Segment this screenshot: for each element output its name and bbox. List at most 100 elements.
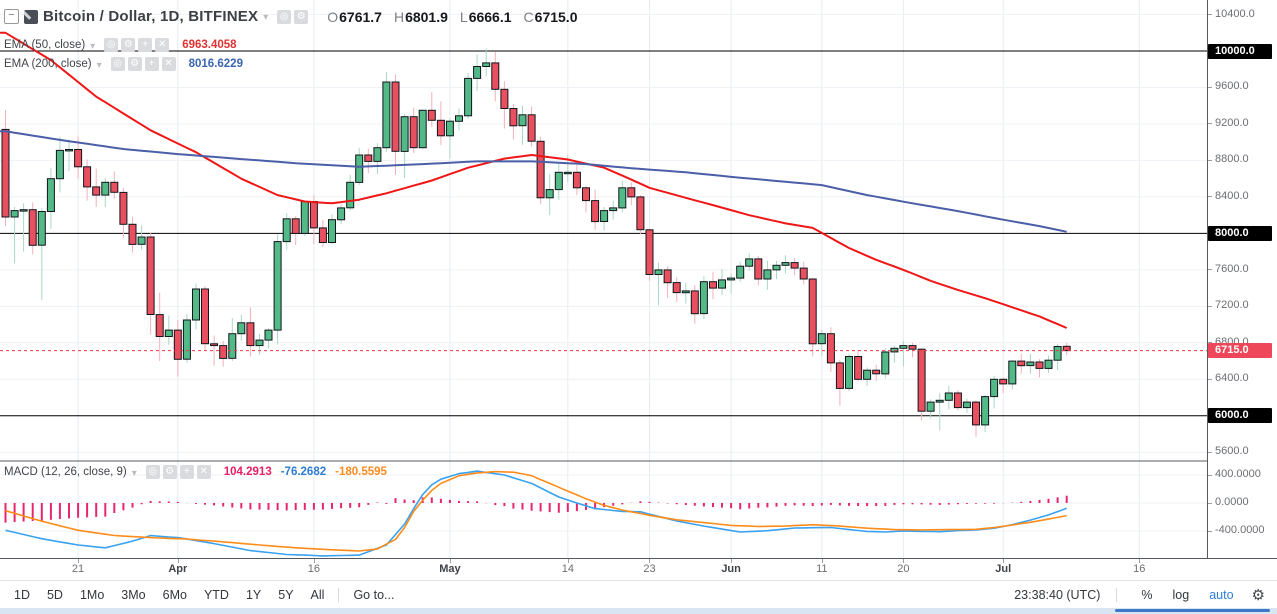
symbol-legend: − Bitcoin / Dollar, 1D, BITFINEX ▾ ◎ ⚙ O6… [4, 8, 577, 25]
eye-icon[interactable]: ◎ [145, 465, 160, 479]
candle [445, 118, 454, 159]
candle [709, 271, 717, 300]
gear-icon[interactable]: ⚙ [1251, 587, 1265, 604]
candle [763, 260, 772, 290]
collapse-pane-icon[interactable]: − [4, 9, 19, 24]
candle [999, 377, 1008, 393]
time-axis-label: 14 [561, 563, 574, 575]
candle [1017, 353, 1026, 374]
range-button-3mo[interactable]: 3Mo [121, 588, 146, 602]
gear-icon[interactable]: ⚙ [121, 38, 136, 52]
macd-hist-value: 104.2913 [223, 466, 272, 478]
time-tick [821, 559, 823, 563]
range-button-all[interactable]: All [310, 588, 325, 602]
price-level-badge[interactable]: 6000.0 [1208, 408, 1272, 424]
open-label: O [327, 8, 339, 25]
chevron-down-icon[interactable]: ▾ [96, 59, 102, 71]
axis-tick [1207, 196, 1212, 198]
price-axis[interactable]: 10400.0 9600.0 9200.0 8800.0 8400.0 7600.0 720… [1207, 0, 1277, 558]
candle [926, 399, 935, 419]
candle [854, 350, 863, 382]
candle [1035, 359, 1044, 378]
candle [282, 213, 291, 250]
price-level-badge[interactable]: 8000.0 [1208, 225, 1272, 241]
candle [835, 360, 844, 406]
range-button-6mo[interactable]: 6Mo [162, 588, 187, 602]
candle [455, 108, 463, 131]
ema50-title[interactable]: EMA (50, close) [4, 39, 86, 51]
last-price-badge[interactable]: 6715.0 [1208, 343, 1272, 359]
chevron-down-icon[interactable]: ▾ [263, 12, 269, 23]
macd-title[interactable]: MACD (12, 26, close, 9) [4, 466, 127, 478]
scrollbar-thumb[interactable] [1115, 609, 1270, 612]
close-icon[interactable]: ✕ [155, 38, 170, 52]
time-axis-label: Jun [721, 563, 741, 575]
range-button-5y[interactable]: 5Y [278, 588, 294, 602]
candle [1044, 355, 1053, 373]
plus-icon[interactable]: + [144, 57, 159, 71]
chevron-down-icon[interactable]: ▾ [90, 40, 96, 52]
price-level-badge[interactable]: 10000.0 [1208, 43, 1272, 59]
candle [364, 148, 373, 174]
close-icon[interactable]: ✕ [161, 57, 176, 71]
eye-icon[interactable]: ◎ [277, 9, 292, 24]
candle [246, 307, 255, 357]
gear-icon[interactable]: ⚙ [127, 57, 142, 71]
plus-icon[interactable]: + [138, 38, 153, 52]
axis-tick [1207, 159, 1212, 161]
axis-tick [1207, 342, 1212, 344]
candle [337, 204, 346, 225]
auto-scale-button[interactable]: auto [1209, 588, 1234, 602]
gear-icon[interactable]: ⚙ [162, 465, 177, 479]
price-axis-label: 8400.0 [1215, 189, 1249, 202]
ohlc-readout: O6761.7 H6801.9 L6666.1 C6715.0 [327, 9, 577, 25]
candle [55, 136, 64, 193]
range-button-1mo[interactable]: 1Mo [79, 588, 105, 602]
eye-icon[interactable]: ◎ [104, 38, 119, 52]
symbol-title[interactable]: Bitcoin / Dollar, 1D, BITFINEX [43, 8, 259, 25]
plus-icon[interactable]: + [179, 465, 194, 479]
chevron-down-icon[interactable]: ▾ [131, 467, 137, 479]
candle [28, 202, 37, 255]
time-axis-label: May [439, 563, 461, 575]
log-scale-button[interactable]: log [1172, 588, 1190, 602]
time-axis-label: 16 [1133, 563, 1146, 575]
time-axis-label: 11 [816, 563, 828, 575]
time-axis-label: 20 [897, 563, 910, 575]
eye-icon[interactable]: ◎ [110, 57, 125, 71]
range-button-1d[interactable]: 1D [14, 588, 30, 602]
candle [572, 165, 581, 196]
toolbar-divider [338, 588, 340, 602]
time-axis[interactable]: 21 Apr 16 May 14 23 Jun 11 20 Jul 16 [0, 558, 1277, 581]
time-tick [78, 559, 80, 563]
toolbar-right: 23:38:40 (UTC) % log auto ⚙ [1014, 586, 1277, 604]
candle [83, 159, 92, 201]
candle [736, 261, 745, 282]
candle [101, 177, 110, 207]
candle [74, 136, 83, 179]
clock-utc[interactable]: 23:38:40 (UTC) [1014, 588, 1101, 602]
close-icon[interactable]: ✕ [196, 465, 211, 479]
range-button-1y[interactable]: 1Y [245, 588, 262, 602]
price-axis-label: 7200.0 [1215, 299, 1249, 312]
candle [772, 260, 781, 279]
price-axis-label: 9200.0 [1215, 116, 1249, 129]
candle [799, 261, 808, 285]
price-axis-label: -400.0000 [1215, 524, 1265, 536]
price-axis-border [1207, 0, 1208, 558]
range-button-ytd[interactable]: YTD [203, 588, 229, 602]
horizontal-scrollbar[interactable] [0, 608, 1277, 614]
candle [817, 330, 826, 356]
price-axis-label: 6400.0 [1215, 372, 1249, 385]
candle [418, 109, 427, 149]
open-value: 6761.7 [339, 8, 382, 25]
percent-scale-button[interactable]: % [1141, 588, 1153, 602]
macd-legend: MACD (12, 26, close, 9) ▾ ◎ ⚙ + ✕ 104.2913 … [4, 465, 387, 479]
range-button-5d[interactable]: 5D [46, 588, 63, 602]
goto-button[interactable]: Go to... [353, 588, 395, 602]
ema200-title[interactable]: EMA (200, close) [4, 58, 92, 70]
candle [291, 216, 300, 246]
time-tick [313, 559, 315, 563]
gear-icon[interactable]: ⚙ [294, 9, 309, 24]
